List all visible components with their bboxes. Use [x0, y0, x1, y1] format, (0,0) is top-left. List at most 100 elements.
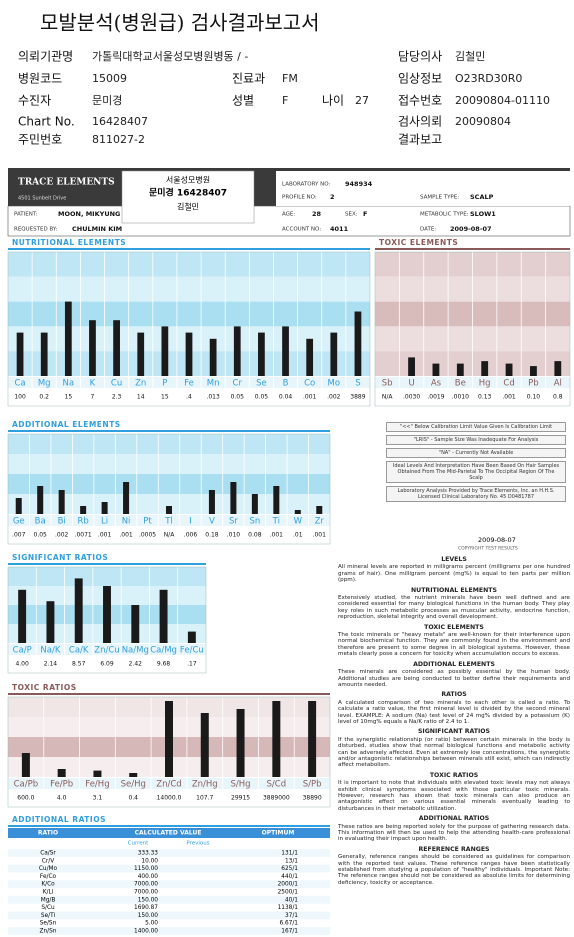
element-label: Zn/Hg: [192, 780, 218, 790]
element-value: 14: [137, 394, 145, 401]
element-label: Cu: [111, 379, 122, 389]
label-cell: [180, 515, 201, 526]
bar: [159, 589, 168, 643]
bar: [251, 494, 258, 514]
element-value: .001: [98, 532, 112, 539]
bar: [530, 366, 537, 376]
bar: [316, 506, 323, 514]
element-label: Na: [63, 379, 75, 389]
band: [8, 474, 330, 494]
bar: [165, 506, 173, 514]
field-value: O23RD30R0: [455, 72, 522, 85]
element-value: 2.3: [112, 394, 122, 401]
field-label: 담당의사: [398, 50, 442, 64]
element-value: 38890: [303, 795, 322, 802]
element-value: 107.7: [196, 795, 213, 802]
label-cell: [44, 778, 80, 789]
label-cell: [80, 377, 105, 388]
legend-item: "NA" - Currently Not Available: [386, 448, 566, 458]
element-value: .006: [184, 532, 198, 539]
element-value: .002: [327, 394, 341, 401]
bar: [505, 363, 513, 376]
element-label: Fe: [184, 379, 194, 389]
label-cell: [72, 515, 94, 526]
lab-address: 4501 Sunbelt Drive: [18, 196, 66, 202]
info-label: DATE:: [420, 227, 436, 233]
panel-title: SIGNIFICANT RATIOS: [12, 553, 108, 562]
table-cell: Cr/V: [42, 858, 54, 864]
note-text: The toxic minerals or "heavy metals" are…: [338, 632, 570, 658]
element-value: 0.18: [205, 532, 219, 539]
info-label: LABORATORY NO:: [282, 182, 331, 188]
info-value: 28: [312, 210, 322, 218]
bar: [330, 332, 338, 376]
label-cell: [521, 377, 546, 388]
label-cell: [244, 515, 266, 526]
band: [8, 252, 370, 277]
element-value: .013: [206, 394, 220, 401]
info-label: SAMPLE TYPE:: [420, 195, 459, 201]
note-heading: NUTRITIONAL ELEMENTS: [411, 586, 497, 594]
note-heading: TOXIC ELEMENTS: [424, 623, 484, 631]
table-cell: S/Cu: [41, 905, 55, 911]
table-cell: 333.33: [138, 851, 159, 857]
element-label: Tl: [164, 517, 173, 527]
title-rule: [8, 693, 330, 695]
element-label: S/Cd: [267, 780, 287, 790]
legend-item: Laboratory Analysis Provided by Trace El…: [386, 486, 566, 502]
element-value: 0.08: [248, 532, 262, 539]
bar: [129, 773, 138, 777]
label-cell: [399, 377, 424, 388]
table-cell: K/Co: [41, 882, 55, 888]
element-label: Ca/P: [13, 646, 32, 656]
bar: [123, 482, 130, 514]
note-heading: ADDITIONAL RATIOS: [418, 815, 490, 823]
label-cell: [448, 377, 472, 388]
bar: [21, 753, 30, 777]
element-value: 0.4: [128, 795, 138, 802]
element-value: .0019: [427, 394, 444, 401]
note-heading: REFERENCE RANGES: [418, 845, 490, 853]
label-cell: [473, 377, 497, 388]
element-value: 8.57: [72, 661, 86, 668]
label-cell: [105, 377, 129, 388]
table-cell: 7000.00: [134, 890, 158, 896]
field-value: 김철민: [455, 50, 485, 63]
element-value: N/A: [164, 532, 176, 539]
element-label: S: [355, 379, 360, 389]
element-label: Ba: [35, 517, 46, 527]
element-value: 0.2: [39, 394, 49, 401]
table-cell: 167/1: [281, 929, 298, 935]
element-label: Al: [554, 379, 562, 389]
element-value: .01: [293, 532, 303, 539]
title-rule: [8, 563, 206, 565]
label-cell: [201, 377, 225, 388]
field-label: 나이: [322, 94, 344, 108]
element-label: V: [209, 517, 215, 527]
element-label: Sb: [382, 379, 393, 389]
field-value: 20090804-01110: [455, 94, 550, 107]
element-value: 15: [161, 394, 169, 401]
element-label: Pt: [143, 517, 152, 527]
table-cell: 2500/1: [278, 890, 299, 896]
label-cell: [424, 377, 448, 388]
bar: [308, 701, 317, 777]
bar: [408, 357, 415, 376]
field-value: F: [282, 94, 288, 107]
bar: [554, 361, 562, 376]
element-value: .001: [270, 532, 284, 539]
bar: [64, 301, 72, 376]
table-cell: Mg/B: [41, 897, 56, 903]
panel-frame: [7, 433, 331, 545]
panel-title: TOXIC RATIOS: [12, 683, 77, 692]
element-label: Fe/Hg: [85, 780, 109, 790]
bar: [233, 326, 241, 376]
field-label: 수진자: [18, 94, 51, 108]
bar: [481, 361, 489, 376]
bar: [273, 486, 280, 514]
table-row-bg: [8, 864, 330, 873]
label-cell: [266, 515, 287, 526]
note-text: All mineral levels are reported in milli…: [338, 564, 570, 584]
element-value: .010: [227, 532, 241, 539]
